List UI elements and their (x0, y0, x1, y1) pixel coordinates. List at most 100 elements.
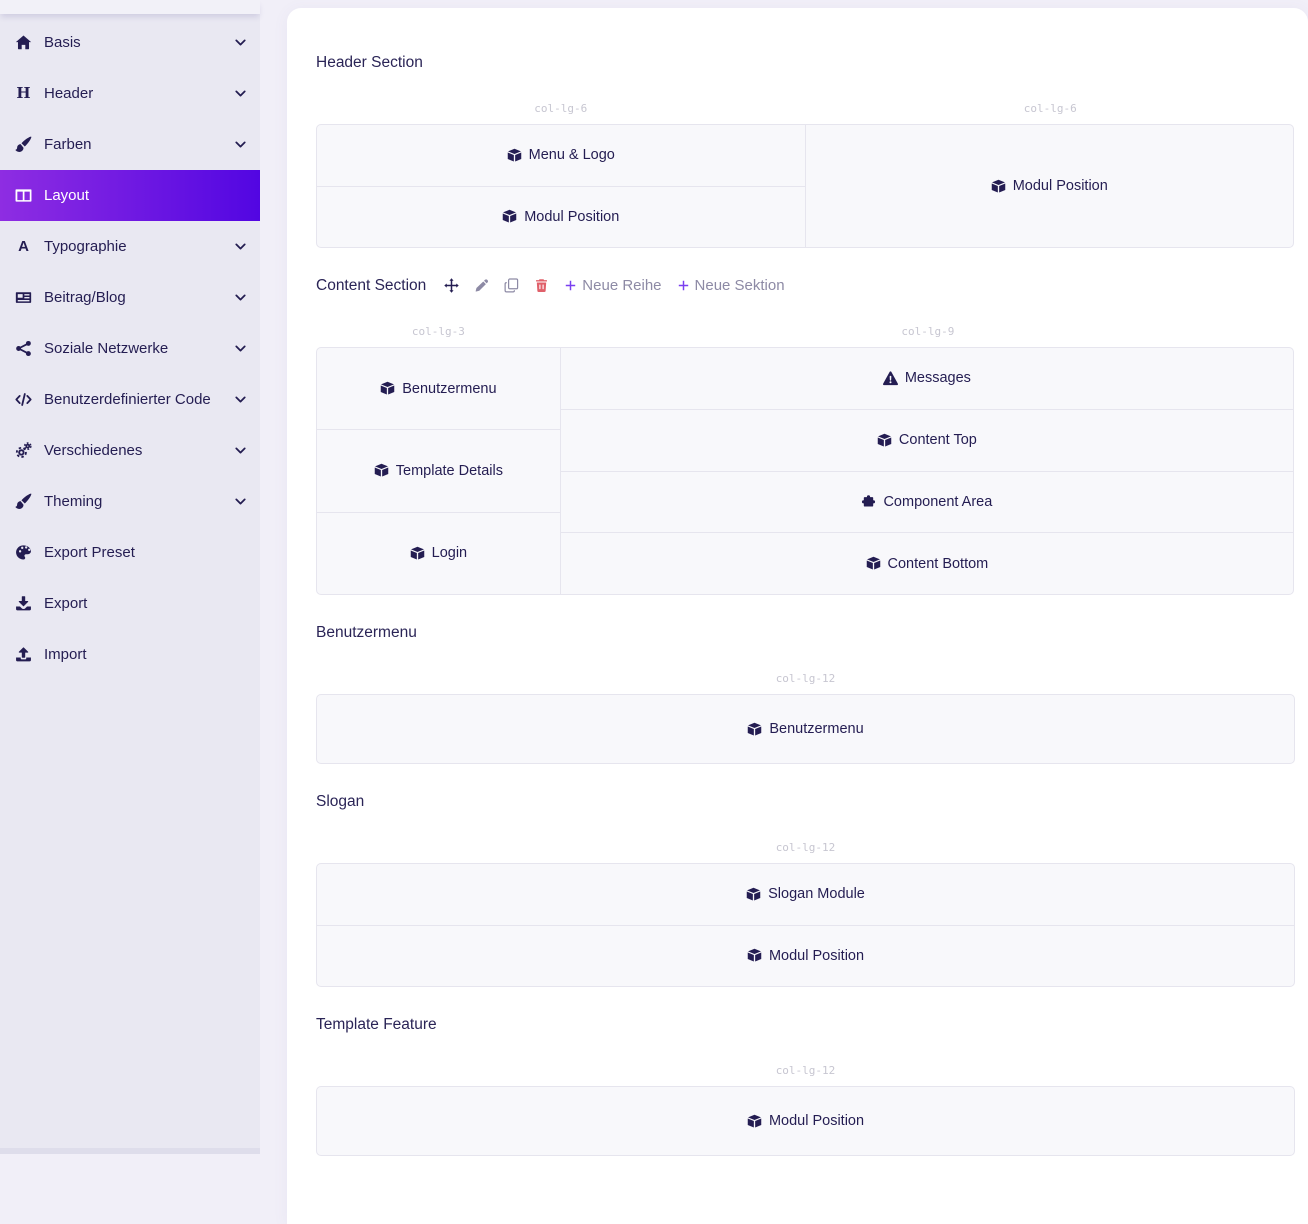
module-modul-position[interactable]: Modul Position (806, 125, 1294, 247)
section-content-section: Content Section Neue Reihe Neue Sektion col… (316, 276, 1295, 595)
module-label: Messages (904, 370, 971, 387)
sidebar-item-beitrag-blog[interactable]: Beitrag/Blog (0, 272, 260, 323)
cube-icon (374, 463, 389, 478)
sidebar-item-layout[interactable]: Layout (0, 170, 260, 221)
sidebar-item-label: Benutzerdefinierter Code (44, 391, 211, 408)
sidebar-item-verschiedenes[interactable]: Verschiedenes (0, 425, 260, 476)
sidebar-item-label: Header (44, 85, 94, 102)
section-title: Content Section (316, 276, 427, 294)
section-benutzermenu: Benutzermenu col-lg-12 Benutzermenu (316, 623, 1295, 764)
sidebar-item-export-preset[interactable]: Export Preset (0, 527, 260, 578)
cube-icon (746, 887, 761, 902)
column-size-label: col-lg-9 (901, 325, 955, 338)
sidebar-item-label: Basis (44, 34, 81, 51)
column-size-label: col-lg-6 (534, 102, 588, 115)
column-size-label: col-lg-3 (411, 325, 465, 338)
module-modul-position[interactable]: Modul Position (317, 1087, 1294, 1155)
chevron-down-icon (234, 291, 247, 304)
module-content-bottom[interactable]: Content Bottom (560, 532, 1293, 594)
module-label: Content Top (898, 432, 977, 449)
app-root: Basis H Header Farben Layout A Typographie Beit… (0, 8, 1308, 1224)
sidebar-item-typographie[interactable]: A Typographie (0, 221, 260, 272)
module-label: Template Details (395, 462, 503, 479)
new-section-button[interactable]: Neue Sektion (677, 277, 785, 294)
sidebar-item-soziale-netzwerke[interactable]: Soziale Netzwerke (0, 323, 260, 374)
sidebar-item-header[interactable]: H Header (0, 68, 260, 119)
chevron-down-icon (234, 87, 247, 100)
layout-column: Modul Position (316, 1086, 1295, 1156)
module-template-details[interactable]: Template Details (317, 429, 560, 511)
sidebar-item-benutzerdefinierter-code[interactable]: Benutzerdefinierter Code (0, 374, 260, 425)
sidebar-item-label: Import (44, 646, 87, 663)
module-benutzermenu[interactable]: Benutzermenu (317, 348, 560, 429)
delete-button[interactable] (534, 278, 549, 293)
module-label: Content Bottom (887, 555, 989, 572)
paint-brush-icon (11, 493, 36, 510)
sidebar-item-export[interactable]: Export (0, 578, 260, 629)
module-benutzermenu[interactable]: Benutzermenu (317, 695, 1294, 763)
layout-builder-card: Header Section col-lg-6 col-lg-6 Menu & Log… (287, 8, 1308, 1224)
section-header: Slogan (316, 792, 1295, 811)
section-title: Slogan (316, 792, 365, 810)
trash-icon (534, 278, 549, 293)
plus-icon (564, 279, 577, 292)
home-icon (11, 34, 36, 51)
module-content-top[interactable]: Content Top (560, 408, 1293, 471)
section-header: Template Feature (316, 1015, 1295, 1034)
column-size-label: col-lg-12 (775, 672, 836, 685)
cube-icon (747, 948, 762, 963)
section-template-feature: Template Feature col-lg-12 Modul Position (316, 1015, 1295, 1156)
sidebar-item-label: Typographie (44, 238, 127, 255)
sidebar-item-label: Theming (44, 493, 103, 510)
module-slogan-module[interactable]: Slogan Module (317, 864, 1294, 925)
module-modul-position[interactable]: Modul Position (317, 924, 1294, 987)
newspaper-icon (11, 289, 36, 306)
cube-icon (866, 556, 881, 571)
new-row-button-label: Neue Reihe (582, 277, 662, 294)
section-header: Benutzermenu (316, 623, 1295, 642)
module-login[interactable]: Login (317, 511, 560, 594)
share-icon (11, 340, 36, 357)
module-modul-position[interactable]: Modul Position (317, 185, 805, 248)
layout-column: Modul Position (804, 124, 1294, 248)
sidebar-item-label: Soziale Netzwerke (44, 340, 169, 357)
section-title: Header Section (316, 53, 423, 71)
module-label: Modul Position (768, 1113, 865, 1129)
module-label: Modul Position (1012, 178, 1108, 194)
font-icon: A (18, 238, 29, 255)
chevron-down-icon (234, 36, 247, 49)
layout-row: Modul Position (316, 1086, 1295, 1156)
upload-icon (11, 646, 36, 663)
copy-button[interactable] (504, 278, 519, 293)
columns-icon (11, 187, 36, 204)
chevron-down-icon (234, 240, 247, 253)
chevron-down-icon (234, 393, 247, 406)
sidebar-item-theming[interactable]: Theming (0, 476, 260, 527)
code-icon (11, 391, 36, 408)
sidebar-item-label: Export Preset (44, 544, 135, 561)
sidebar-item-label: Layout (44, 187, 90, 204)
module-label: Modul Position (524, 208, 620, 225)
copy-icon (504, 278, 519, 293)
module-messages[interactable]: Messages (561, 348, 1293, 409)
sidebar-bottom-strip (0, 1148, 260, 1154)
new-row-button[interactable]: Neue Reihe (564, 277, 662, 294)
move-icon (444, 278, 460, 293)
section-header-section: Header Section col-lg-6 col-lg-6 Menu & Log… (316, 53, 1295, 248)
edit-button[interactable] (474, 278, 489, 293)
layout-column: Slogan Module Modul Position (316, 863, 1295, 987)
cube-icon (877, 433, 892, 448)
sidebar-item-import[interactable]: Import (0, 629, 260, 680)
module-menu-logo[interactable]: Menu & Logo (317, 125, 805, 186)
module-component-area[interactable]: Component Area (560, 470, 1293, 533)
column-size-labels: col-lg-3 col-lg-9 (316, 325, 1295, 338)
section-title: Template Feature (316, 1015, 437, 1033)
column-size-label: col-lg-6 (1023, 102, 1077, 115)
cube-icon (747, 722, 762, 737)
pencil-icon (474, 278, 489, 293)
download-icon (11, 595, 36, 612)
move-button[interactable] (444, 278, 460, 293)
sidebar-item-basis[interactable]: Basis (0, 17, 260, 68)
section-title: Benutzermenu (316, 623, 417, 641)
sidebar-item-farben[interactable]: Farben (0, 119, 260, 170)
